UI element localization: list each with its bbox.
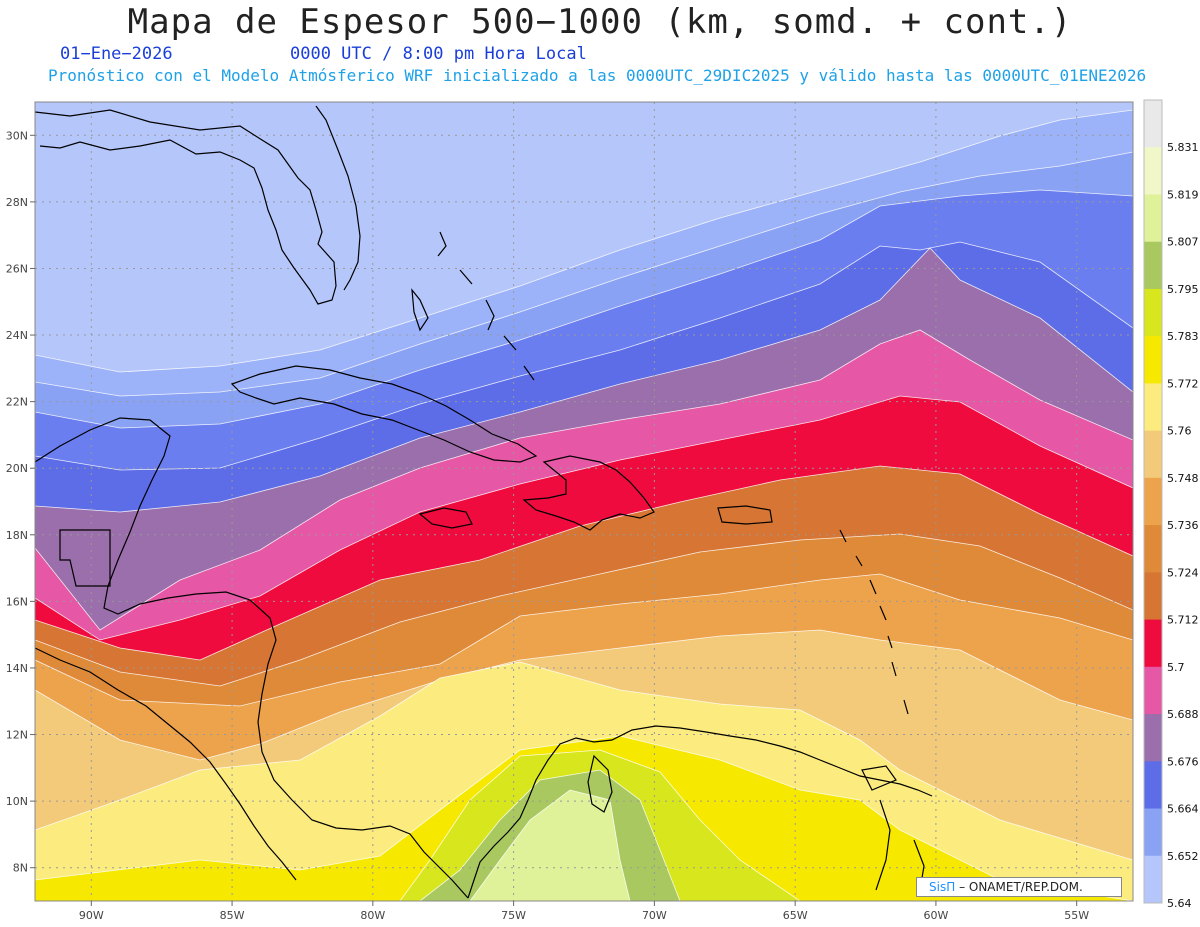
puerto-rico-coast bbox=[717, 505, 773, 525]
south-america-coast bbox=[467, 725, 933, 899]
colorbar-label: 5.652 bbox=[1167, 850, 1199, 863]
colorbar-label: 5.688 bbox=[1167, 708, 1199, 721]
lat-tick-label: 20N bbox=[6, 462, 28, 475]
forecast-time: 0000 UTC / 8:00 pm Hora Local bbox=[290, 44, 587, 64]
colorbar-swatch bbox=[1144, 430, 1162, 479]
colorbar-label: 5.772 bbox=[1167, 377, 1199, 390]
map-plot-area bbox=[35, 102, 1133, 901]
lat-tick-label: 12N bbox=[6, 729, 28, 742]
colorbar-label: 5.736 bbox=[1167, 519, 1199, 532]
colorbar-swatch bbox=[1144, 714, 1162, 762]
lon-tick-label: 85W bbox=[220, 909, 245, 922]
lon-tick-label: 55W bbox=[1064, 909, 1089, 922]
colorbar-label: 5.7 bbox=[1167, 661, 1185, 674]
colorbar-swatch bbox=[1144, 619, 1162, 668]
axis-ticks: 90W 85W 80W 75W 70W 65W 60W 55W 30N 28N 26N 24N 22N 2… bbox=[6, 129, 1089, 922]
colorbar-label: 5.676 bbox=[1167, 755, 1199, 768]
lat-tick-label: 28N bbox=[6, 196, 28, 209]
colorbar-label: 5.724 bbox=[1167, 566, 1199, 579]
colorbar-swatch bbox=[1144, 241, 1162, 290]
colorbar-frame bbox=[1143, 99, 1163, 904]
florida-coast bbox=[35, 109, 337, 305]
lat-tick-label: 16N bbox=[6, 595, 28, 608]
credit-brand: SisΠ bbox=[929, 880, 956, 894]
forecast-description: Pronóstico con el Modelo Atmósferico WRF… bbox=[48, 66, 1147, 85]
central-america-coast bbox=[35, 417, 469, 899]
jamaica-coast bbox=[418, 507, 473, 529]
lat-tick-label: 10N bbox=[6, 795, 28, 808]
bahamas bbox=[411, 231, 535, 381]
lon-tick-label: 70W bbox=[642, 909, 667, 922]
colorbar-label: 5.819 bbox=[1167, 188, 1199, 201]
colorbar-label: 5.712 bbox=[1167, 614, 1199, 627]
colorbar-swatch bbox=[1144, 288, 1162, 337]
credit-box: SisΠ – ONAMET/REP.DOM. bbox=[916, 877, 1122, 897]
colorbar-label: 5.748 bbox=[1167, 472, 1199, 485]
colorbar-swatch bbox=[1144, 477, 1162, 526]
colorbar-label: 5.783 bbox=[1167, 330, 1199, 343]
cuba-coast bbox=[230, 365, 538, 463]
lesser-antilles bbox=[839, 529, 909, 715]
colorbar-swatch bbox=[1144, 383, 1162, 432]
trinidad bbox=[861, 765, 897, 791]
thickness-band-16 bbox=[35, 789, 1133, 901]
lat-tick-label: 14N bbox=[6, 662, 28, 675]
colorbar-swatch bbox=[1144, 336, 1162, 384]
lat-tick-label: 22N bbox=[6, 396, 28, 409]
colorbar-label: 5.807 bbox=[1167, 236, 1199, 249]
colorbar-swatch bbox=[1144, 100, 1162, 148]
plot-frame bbox=[34, 101, 1134, 902]
colorbar-swatch bbox=[1144, 855, 1162, 904]
coastlines bbox=[35, 105, 933, 899]
map-grid bbox=[35, 102, 1133, 901]
florida-east bbox=[315, 105, 361, 291]
colorbar-swatch bbox=[1144, 808, 1162, 857]
lon-tick-label: 75W bbox=[501, 909, 526, 922]
hispaniola-coast bbox=[522, 455, 655, 531]
lat-tick-label: 24N bbox=[6, 329, 28, 342]
lat-tick-label: 18N bbox=[6, 529, 28, 542]
colorbar-swatch bbox=[1144, 525, 1162, 573]
colorbar-label: 5.64 bbox=[1167, 897, 1192, 910]
colorbar-swatch bbox=[1144, 147, 1162, 195]
colorbar-label: 5.664 bbox=[1167, 803, 1199, 816]
forecast-date: 01−Ene−2026 bbox=[60, 44, 173, 64]
colorbar-label: 5.76 bbox=[1167, 425, 1192, 438]
colorbar-swatch bbox=[1144, 572, 1162, 621]
lat-tick-label: 8N bbox=[13, 862, 28, 875]
colorbar-label: 5.795 bbox=[1167, 283, 1199, 296]
lake-maracaibo bbox=[587, 754, 613, 813]
colorbar-swatch bbox=[1144, 666, 1162, 715]
colorbar: 5.831 5.819 5.807 5.795 5.783 5.772 5.76 5.748 5… bbox=[1143, 99, 1199, 910]
colorbar-swatch bbox=[1144, 194, 1162, 243]
lat-tick-label: 26N bbox=[6, 262, 28, 275]
lat-tick-label: 30N bbox=[6, 129, 28, 142]
lon-tick-label: 90W bbox=[79, 909, 104, 922]
lon-tick-label: 80W bbox=[360, 909, 385, 922]
map-title: Mapa de Espesor 500−1000 (km, somd. + co… bbox=[127, 2, 1073, 42]
lon-tick-label: 65W bbox=[783, 909, 808, 922]
credit-org: – ONAMET/REP.DOM. bbox=[959, 880, 1083, 894]
colorbar-swatch bbox=[1144, 761, 1162, 810]
colorbar-label: 5.831 bbox=[1167, 141, 1199, 154]
lon-tick-label: 60W bbox=[923, 909, 948, 922]
pacific-coast bbox=[35, 647, 297, 881]
gulf-of-honduras bbox=[59, 529, 111, 587]
